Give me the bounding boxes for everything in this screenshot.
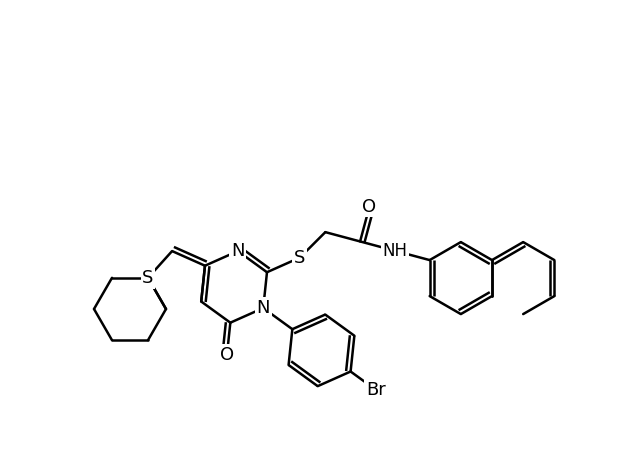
- Text: S: S: [142, 269, 154, 287]
- Text: Br: Br: [366, 381, 385, 399]
- Text: O: O: [362, 198, 376, 216]
- Text: NH: NH: [382, 242, 408, 260]
- Text: S: S: [294, 249, 305, 267]
- Text: N: N: [231, 242, 244, 260]
- Text: N: N: [257, 299, 270, 317]
- Text: O: O: [220, 346, 234, 364]
